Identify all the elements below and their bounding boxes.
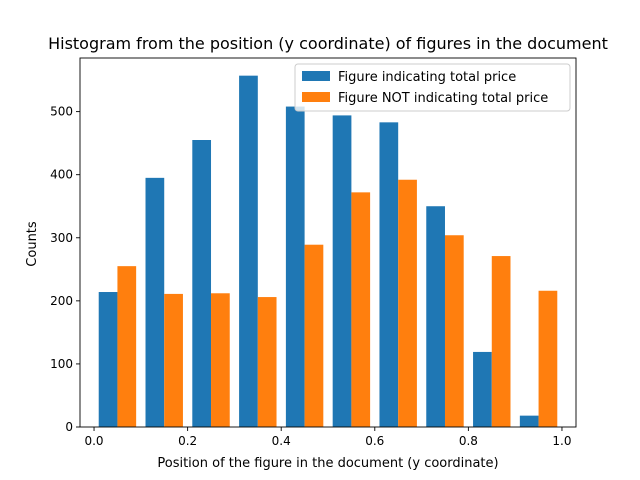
x-tick-label: 0.6 <box>365 434 384 448</box>
axes-group: 0.0 0.2 0.4 0.6 0.8 1.0 0 100 200 300 400 500 <box>50 57 577 448</box>
bar <box>519 415 539 427</box>
bar <box>304 244 324 427</box>
legend-swatch <box>302 71 330 81</box>
bar <box>192 140 212 427</box>
x-tick-label: 0.8 <box>459 434 478 448</box>
bar <box>332 115 352 428</box>
y-tick-label: 500 <box>50 105 73 119</box>
legend: Figure indicating total price Figure NOT … <box>294 63 571 112</box>
bar <box>398 179 417 427</box>
bar <box>211 293 230 427</box>
bars-group <box>98 75 558 428</box>
bar <box>473 351 492 427</box>
legend-label: Figure NOT indicating total price <box>338 91 548 106</box>
y-tick-label: 400 <box>50 168 73 182</box>
bar <box>351 192 371 427</box>
legend-box <box>294 63 571 112</box>
bar <box>426 206 445 427</box>
x-tick-label: 0.2 <box>178 434 197 448</box>
bar <box>164 293 183 427</box>
x-tick-label: 1.0 <box>552 434 571 448</box>
y-tick-label: 200 <box>50 294 73 308</box>
bar <box>379 122 399 427</box>
bar <box>117 266 137 427</box>
x-tick-label: 0.0 <box>84 434 103 448</box>
bar <box>491 256 511 427</box>
plot-frame <box>79 57 577 428</box>
bar <box>145 177 165 427</box>
chart-title: Histogram from the position (y coordinat… <box>48 34 608 53</box>
x-tick-label: 0.4 <box>272 434 291 448</box>
x-axis-label: Position of the figure in the document (… <box>157 456 498 471</box>
bar <box>538 290 558 427</box>
bar <box>98 292 118 427</box>
bar <box>444 235 464 427</box>
y-axis-label: Counts <box>25 221 40 267</box>
bar <box>239 75 258 428</box>
legend-label: Figure indicating total price <box>338 70 516 85</box>
y-tick-label: 0 <box>65 420 73 434</box>
legend-swatch <box>302 92 330 102</box>
y-tick-label: 300 <box>50 231 73 245</box>
bar <box>257 297 277 427</box>
y-tick-label: 100 <box>50 357 73 371</box>
bar <box>285 106 305 428</box>
